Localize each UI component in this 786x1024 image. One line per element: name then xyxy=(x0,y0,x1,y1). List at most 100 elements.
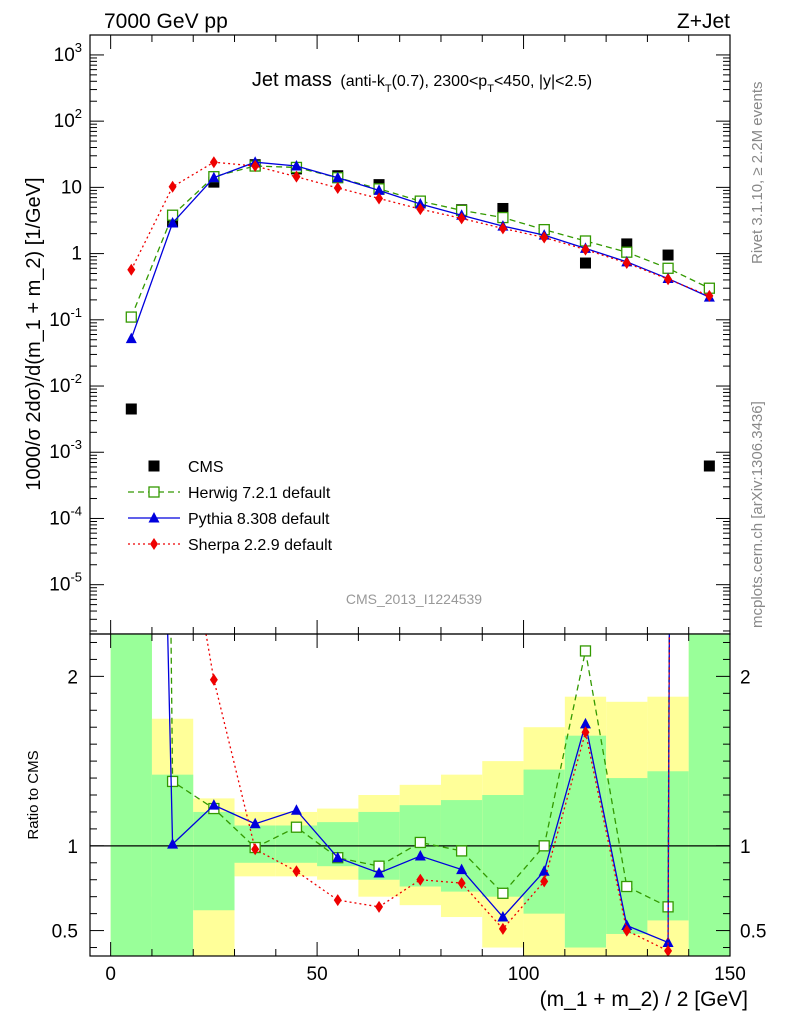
header-left: 7000 GeV pp xyxy=(104,10,228,33)
ratio-data-point xyxy=(292,865,301,878)
tick-label-exponent: -5 xyxy=(70,570,82,585)
ratio-data-point xyxy=(416,873,425,886)
ratio-data-point xyxy=(414,850,426,861)
main-data-point xyxy=(127,263,136,276)
ratio-data-point xyxy=(209,673,218,686)
ratio-data-point xyxy=(622,924,631,937)
x-axis-label: (m_1 + m_2) / 2 [GeV] xyxy=(540,988,748,1011)
tick-label-exponent: -3 xyxy=(70,437,82,452)
ratio-data-point xyxy=(333,894,342,907)
legend-marker xyxy=(150,538,158,550)
ratio-data-point xyxy=(579,645,592,657)
legend-label: CMS xyxy=(188,459,224,476)
ratio-data-point xyxy=(455,845,468,857)
analysis-id: CMS_2013_I1224539 xyxy=(346,591,482,607)
ratio-data-point xyxy=(332,851,344,863)
ratio-data-point xyxy=(540,875,549,888)
main-data-point xyxy=(540,231,549,244)
ratio-data-point xyxy=(167,838,179,849)
main-data-point xyxy=(125,403,137,415)
main-data-point xyxy=(705,289,714,302)
main-data-point xyxy=(292,170,301,183)
main-y-tick-label: 10 xyxy=(61,177,82,198)
x-tick-label: 0 xyxy=(105,964,116,985)
main-data-point xyxy=(703,460,715,472)
main-y-axis-label: 1000/σ 2dσ)/d(m_1 + m_2) [1/GeV] xyxy=(23,177,45,490)
ratio-data-point xyxy=(662,936,674,947)
tick-label-base: 10 xyxy=(49,310,70,331)
ratio-y-tick-label-right: 0.5 xyxy=(740,922,766,943)
ratio-data-point xyxy=(208,799,220,810)
main-data-point xyxy=(168,180,177,193)
main-y-tick-label: 10-1 xyxy=(49,305,82,331)
tick-label-base: 10 xyxy=(49,376,70,397)
main-data-point xyxy=(167,216,179,228)
ratio-y-tick-label-right: 2 xyxy=(740,667,751,688)
main-y-tick-label: 1 xyxy=(71,244,82,265)
ratio-plot-panel: 0.5 0.5 1 1 2 2 0 50 100 150 xyxy=(52,433,766,985)
main-data-point xyxy=(662,249,674,261)
main-data-point xyxy=(497,202,509,214)
tick-label-base: 10 xyxy=(54,45,75,66)
mcplots-label: mcplots.cern.ch [arXiv:1306.3436] xyxy=(749,401,766,628)
main-data-point xyxy=(498,222,507,235)
legend-marker xyxy=(148,512,160,523)
main-data-point xyxy=(581,243,590,256)
ratio-data-point xyxy=(497,887,509,899)
ratio-data-point xyxy=(538,865,550,876)
main-data-point xyxy=(375,192,384,205)
main-data-point xyxy=(125,311,137,323)
x-tick-label: 100 xyxy=(508,964,540,985)
main-y-tick-label: 10-4 xyxy=(49,503,82,529)
ratio-series-line xyxy=(170,634,670,908)
plot-title: Jet mass (anti-kT(0.7), 2300<pT<450, |y|… xyxy=(252,69,592,95)
main-data-point xyxy=(457,212,466,225)
tick-label-exponent: 2 xyxy=(75,106,82,121)
main-data-point xyxy=(332,171,344,183)
tick-label-base: 10 xyxy=(49,575,70,596)
ratio-inner-band xyxy=(564,735,607,948)
ratio-inner-band xyxy=(110,634,152,956)
main-y-tick-label: 10-2 xyxy=(49,371,82,397)
tick-label-base: 10 xyxy=(54,111,75,132)
ratio-data-point xyxy=(414,836,426,849)
main-data-point xyxy=(333,181,342,194)
legend-label: Pythia 8.308 default xyxy=(188,511,330,528)
ratio-y-tick-label-right: 1 xyxy=(740,837,751,858)
x-tick-label: 50 xyxy=(307,964,328,985)
ratio-data-point xyxy=(290,804,302,815)
main-data-point xyxy=(208,171,220,183)
main-plot-frame xyxy=(89,34,731,635)
ratio-inner-band xyxy=(193,811,235,911)
ratio-data-point xyxy=(621,880,633,893)
ratio-inner-band xyxy=(151,774,194,956)
ratio-data-point xyxy=(581,726,590,739)
main-y-tick-label: 102 xyxy=(54,106,82,132)
ratio-data-point xyxy=(375,900,384,913)
ratio-data-point xyxy=(456,863,468,875)
main-data-point xyxy=(416,203,425,216)
main-y-tick-label: 10-3 xyxy=(49,437,82,463)
plot-title-detail: (anti-kT(0.7), 2300<pT<450, |y|<2.5) xyxy=(340,73,592,95)
rivet-label: Rivet 3.1.10, ≥ 2.2M events xyxy=(749,82,766,265)
main-data-point xyxy=(251,160,260,173)
ratio-data-point xyxy=(373,866,385,878)
ratio-y-tick-label: 2 xyxy=(67,667,78,688)
main-data-point xyxy=(662,262,674,274)
ratio-data-point xyxy=(166,775,179,788)
main-y-tick-label: 103 xyxy=(54,40,82,66)
ratio-y-axis-label: Ratio to CMS xyxy=(25,750,42,839)
ratio-data-point xyxy=(169,433,177,445)
tick-label-base: 10 xyxy=(49,442,70,463)
ratio-y-tick-label: 0.5 xyxy=(52,922,78,943)
legend-marker xyxy=(148,486,160,498)
tick-label-exponent: -1 xyxy=(70,305,82,320)
main-data-point xyxy=(125,332,137,344)
x-tick-label: 150 xyxy=(714,964,746,985)
plot-title-main: Jet mass xyxy=(252,69,332,91)
main-y-tick-label: 10-5 xyxy=(49,570,82,596)
header-right: Z+Jet xyxy=(677,10,730,33)
ratio-y-tick-label: 1 xyxy=(67,837,78,858)
